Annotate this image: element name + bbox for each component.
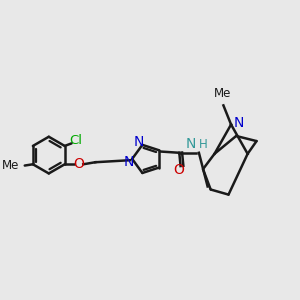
Text: N: N — [123, 155, 134, 169]
Text: Me: Me — [213, 87, 231, 100]
Text: O: O — [173, 163, 184, 177]
Text: N: N — [186, 137, 196, 151]
Text: Cl: Cl — [70, 134, 83, 147]
Text: N: N — [134, 135, 144, 149]
Text: O: O — [73, 157, 84, 171]
Text: N: N — [234, 116, 244, 130]
Text: Me: Me — [2, 159, 19, 172]
Text: H: H — [199, 138, 208, 151]
